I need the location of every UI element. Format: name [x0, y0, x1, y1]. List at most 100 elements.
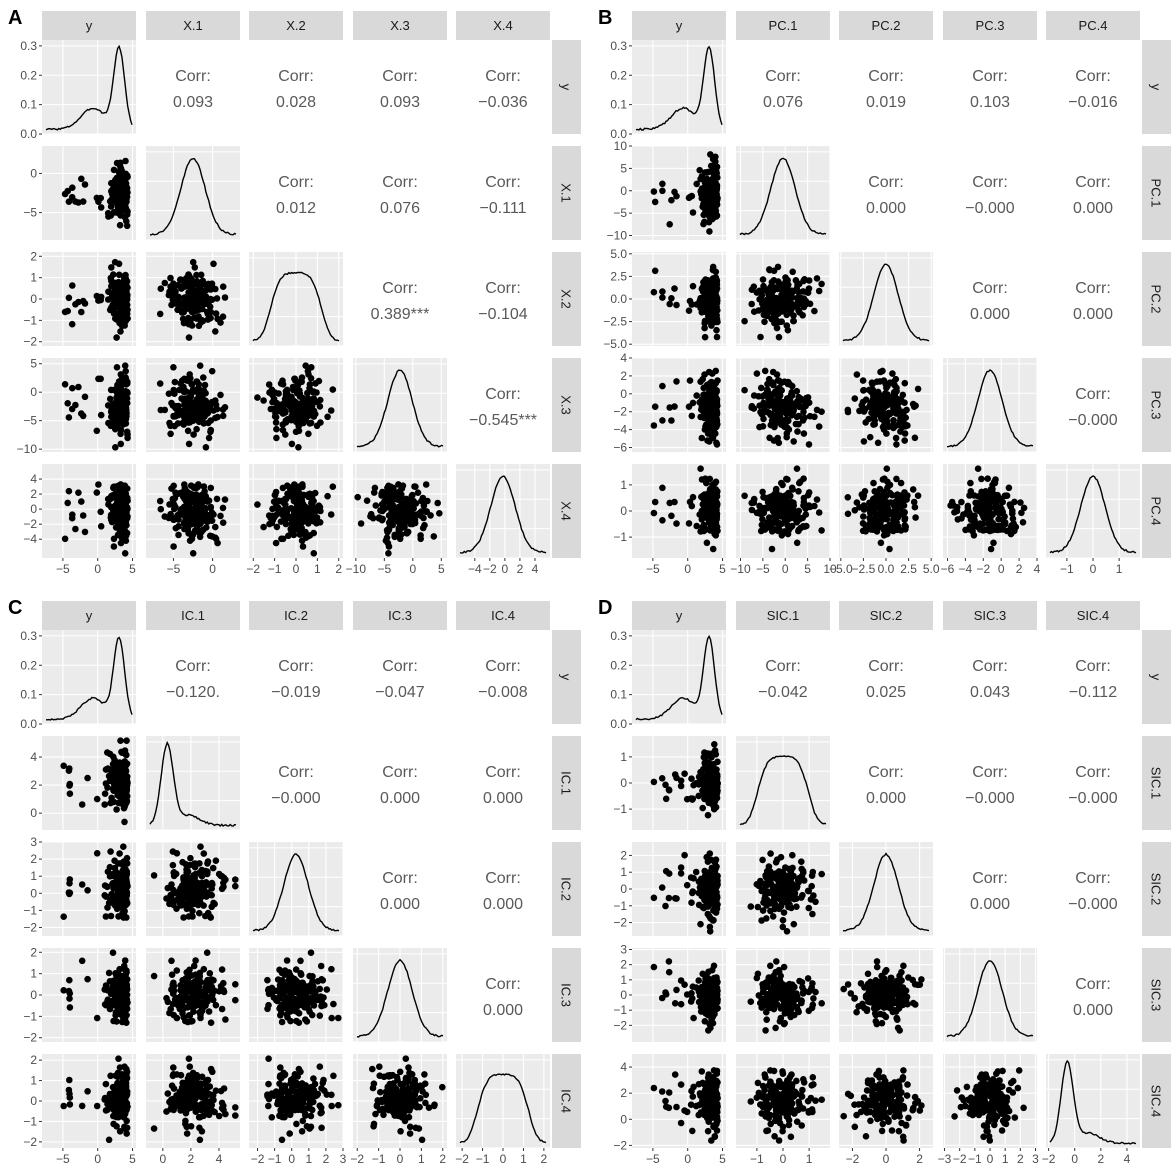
scatter-point [207, 503, 215, 511]
scatter-point [60, 913, 67, 920]
scatter-point [892, 434, 900, 442]
corr-value: −0.545*** [469, 412, 537, 429]
corr-label: Corr: [485, 174, 521, 191]
corr-label: Corr: [1075, 386, 1111, 403]
scatter-point [191, 527, 199, 534]
scatter-point [892, 409, 899, 416]
scatter-point [689, 399, 697, 407]
scatter-point [266, 520, 273, 528]
scatter-point [803, 288, 810, 296]
scatter-point [122, 869, 129, 876]
scatter-point [770, 437, 778, 444]
scatter-point [704, 307, 711, 314]
corr-label: Corr: [485, 764, 521, 781]
scatter-point [784, 395, 791, 402]
scatter-point [698, 434, 706, 442]
scatter-point [289, 514, 297, 521]
scatter-point [156, 310, 164, 318]
scatter-point [265, 381, 273, 388]
scatter-point [186, 419, 194, 426]
scatter-point [784, 326, 792, 334]
scatter-point [79, 512, 87, 519]
scatter-point [113, 518, 121, 525]
strip-label: PC.2 [872, 18, 901, 33]
scatter-point [813, 496, 821, 503]
scatter-point [187, 854, 194, 862]
scatter-point [121, 1009, 128, 1017]
scatter-point [304, 367, 312, 375]
x-tick-label: 5 [804, 562, 811, 576]
corr-value: −0.000 [271, 790, 320, 807]
strip-label: y [559, 84, 574, 91]
scatter-point [701, 371, 708, 378]
scatter-point [673, 520, 680, 527]
scatter-point [118, 375, 126, 382]
scatter-point [860, 513, 867, 520]
scatter-point [911, 434, 919, 442]
panel-letter: A [8, 7, 22, 29]
scatter-point [282, 520, 290, 528]
scatter-point [411, 483, 418, 490]
scatter-point [686, 377, 694, 384]
scatter-point [853, 371, 861, 378]
scatter-point [395, 503, 402, 511]
scatter-point [424, 497, 431, 505]
scatter-point [886, 545, 893, 553]
scatter-point [111, 386, 118, 394]
corr-value: 0.076 [763, 94, 803, 111]
scatter-point [704, 509, 711, 516]
x-tick-label: 0 [209, 562, 216, 576]
scatter-point [890, 378, 897, 386]
scatter-point [108, 282, 115, 290]
corr-label: Corr: [278, 764, 314, 781]
scatter-point [761, 526, 769, 533]
scatter-point [818, 527, 825, 534]
scatter-point [121, 900, 128, 908]
corr-value: 0.093 [380, 94, 420, 111]
scatter-point [711, 479, 719, 487]
scatter-point [122, 170, 129, 178]
scatter-point [423, 508, 431, 515]
scatter-point [93, 850, 101, 857]
density-curve [150, 157, 237, 236]
scatter-point [768, 315, 775, 323]
scatter-point [200, 497, 207, 505]
scatter-point [790, 438, 797, 445]
scatter-point [113, 364, 121, 371]
scatter-point [701, 218, 708, 226]
scatter-point [69, 282, 76, 289]
scatter-point [704, 198, 711, 206]
scatter-point [220, 879, 227, 887]
scatter-point [651, 498, 659, 506]
scatter-point [909, 486, 917, 493]
strip-top [42, 11, 136, 40]
strip-right [552, 464, 581, 558]
scatter-point [650, 288, 658, 296]
density-cell [943, 358, 1037, 452]
scatter-point [299, 403, 306, 410]
scatter-point [354, 493, 362, 501]
scatter-point [866, 509, 874, 517]
scatter-point [170, 288, 177, 296]
y-tick-label: 0.0 [610, 292, 627, 306]
scatter-point [266, 389, 273, 396]
scatter-point [277, 497, 285, 505]
scatter-point [789, 268, 796, 276]
scatter-point [806, 412, 814, 420]
scatter-point [122, 405, 130, 413]
scatter-point [874, 404, 882, 412]
strip-label: IC.3 [388, 608, 412, 623]
scatter-point [991, 479, 999, 487]
strip-top [456, 11, 550, 40]
scatter-point [759, 276, 767, 283]
scatter-point [202, 444, 210, 451]
scatter-point [179, 858, 186, 866]
scatter-point [107, 998, 114, 1005]
scatter-point [181, 398, 188, 405]
corr-cell [839, 40, 933, 134]
scatter-point [985, 505, 993, 512]
y-tick-label: 0 [30, 502, 37, 516]
scatter-point [188, 381, 195, 388]
scatter-point [65, 414, 73, 421]
scatter-point [101, 986, 108, 993]
